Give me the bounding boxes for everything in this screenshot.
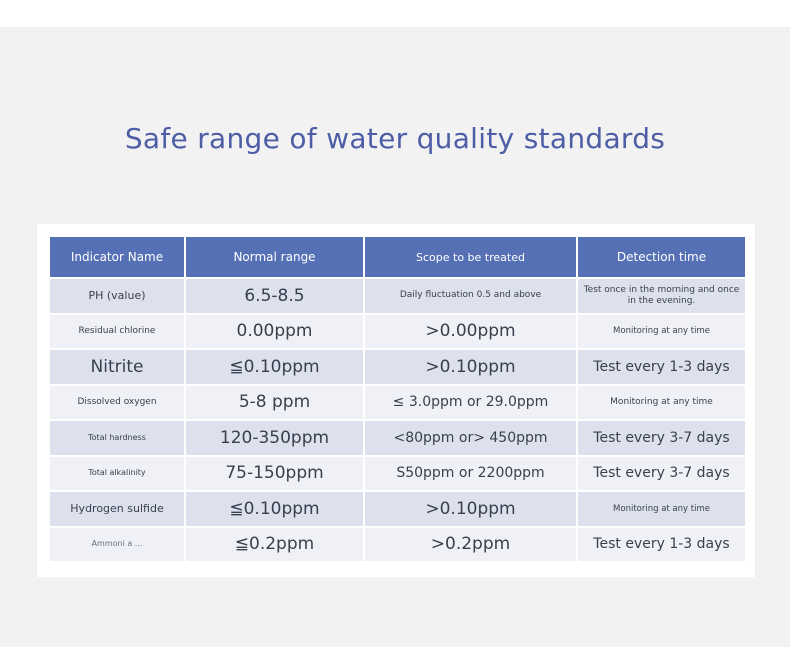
water-quality-table: Indicator Name Normal range Scope to be … [48,235,747,563]
cell-scope: >0.2ppm [365,527,576,561]
header-indicator-name: Indicator Name [50,237,184,277]
cell-scope: >0.10ppm [365,350,576,384]
cell-normal-range: 5-8 ppm [186,385,363,419]
cell-detection-time: Test every 1-3 days [578,527,745,561]
cell-normal-range: 0.00ppm [186,314,363,348]
cell-scope: >0.10ppm [365,492,576,526]
table-row: Total hardness 120-350ppm <80ppm or> 450… [50,421,745,455]
cell-indicator: Nitrite [50,350,184,384]
table-row: Nitrite ≦0.10ppm >0.10ppm Test every 1-3… [50,350,745,384]
cell-detection-time: Monitoring at any time [578,314,745,348]
header-scope-to-treat: Scope to be treated [365,237,576,277]
cell-detection-time: Test once in the morning and once in the… [578,279,745,313]
cell-scope: ≤ 3.0ppm or 29.0ppm [365,385,576,419]
cell-indicator: Dissolved oxygen [50,385,184,419]
cell-detection-time: Test every 1-3 days [578,350,745,384]
cell-detection-time: Monitoring at any time [578,385,745,419]
table-row: Total alkalinity 75-150ppm S50ppm or 220… [50,456,745,490]
cell-indicator: Hydrogen sulfide [50,492,184,526]
cell-normal-range: ≦0.2ppm [186,527,363,561]
cell-indicator: Residual chlorine [50,314,184,348]
cell-detection-time: Test every 3-7 days [578,421,745,455]
cell-scope: S50ppm or 2200ppm [365,456,576,490]
table-row: Dissolved oxygen 5-8 ppm ≤ 3.0ppm or 29.… [50,385,745,419]
cell-normal-range: 120-350ppm [186,421,363,455]
cell-indicator: PH (value) [50,279,184,313]
cell-normal-range: ≦0.10ppm [186,492,363,526]
cell-normal-range: 6.5-8.5 [186,279,363,313]
cell-normal-range: 75-150ppm [186,456,363,490]
cell-indicator: Total alkalinity [50,456,184,490]
table-row: Residual chlorine 0.00ppm >0.00ppm Monit… [50,314,745,348]
cell-detection-time: Monitoring at any time [578,492,745,526]
cell-detection-time: Test every 3-7 days [578,456,745,490]
page-title: Safe range of water quality standards [124,122,666,155]
header-normal-range: Normal range [186,237,363,277]
table-row: Ammoni a ... ≦0.2ppm >0.2ppm Test every … [50,527,745,561]
cell-scope: Daily fluctuation 0.5 and above [365,279,576,313]
table-row: Hydrogen sulfide ≦0.10ppm >0.10ppm Monit… [50,492,745,526]
table-row: PH (value) 6.5-8.5 Daily fluctuation 0.5… [50,279,745,313]
header-detection-time: Detection time [578,237,745,277]
cell-scope: <80ppm or> 450ppm [365,421,576,455]
cell-scope: >0.00ppm [365,314,576,348]
cell-normal-range: ≦0.10ppm [186,350,363,384]
top-banner-strip [0,0,790,27]
cell-indicator: Ammoni a ... [50,527,184,561]
table-header-row: Indicator Name Normal range Scope to be … [50,237,745,277]
cell-indicator: Total hardness [50,421,184,455]
table-card: Indicator Name Normal range Scope to be … [37,224,755,577]
